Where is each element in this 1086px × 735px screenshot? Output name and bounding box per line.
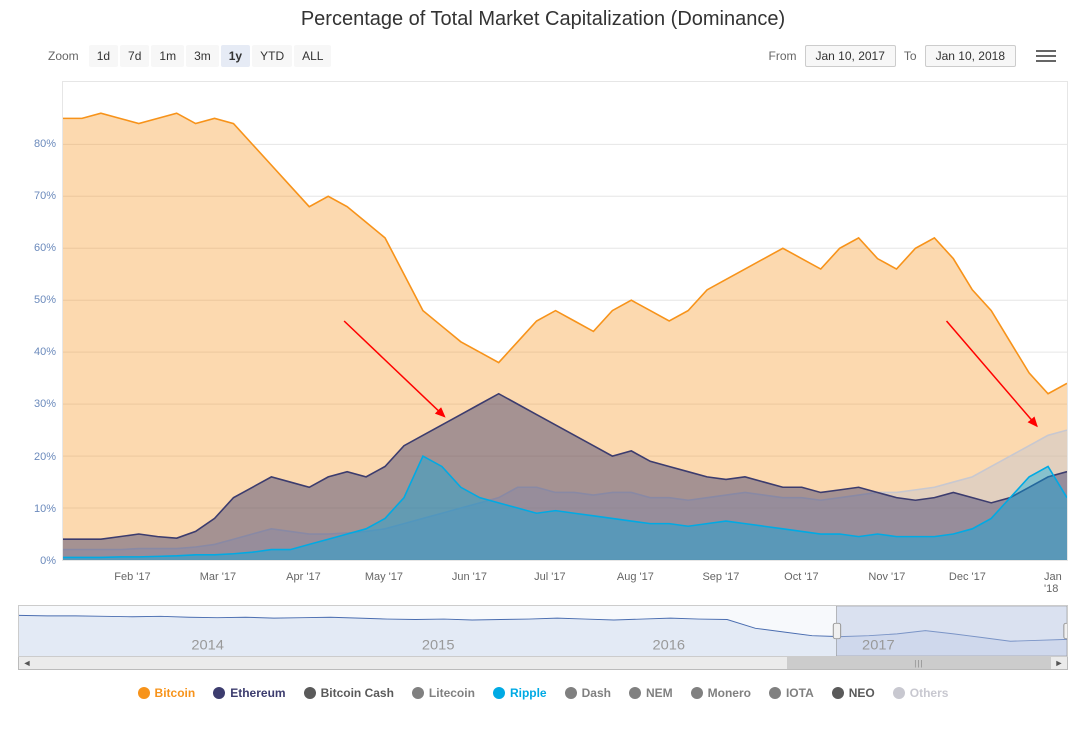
date-range-group: From Jan 10, 2017 To Jan 10, 2018 bbox=[769, 45, 1057, 67]
legend-item-monero[interactable]: Monero bbox=[691, 686, 751, 700]
legend-dot-icon bbox=[629, 687, 641, 699]
legend-dot-icon bbox=[769, 687, 781, 699]
legend-label: Monero bbox=[708, 686, 751, 700]
zoom-group: Zoom 1d7d1m3m1yYTDALL bbox=[48, 45, 333, 67]
legend-label: NEM bbox=[646, 686, 673, 700]
legend-label: Others bbox=[910, 686, 949, 700]
export-menu-icon[interactable] bbox=[1036, 50, 1056, 62]
x-tick-label: Jul '17 bbox=[534, 571, 565, 583]
to-date-input[interactable]: Jan 10, 2018 bbox=[925, 45, 1016, 67]
from-date-input[interactable]: Jan 10, 2017 bbox=[805, 45, 896, 67]
legend-label: Ethereum bbox=[230, 686, 285, 700]
legend-dot-icon bbox=[213, 687, 225, 699]
x-tick-label: Mar '17 bbox=[200, 571, 236, 583]
x-tick-label: Jan '18 bbox=[1044, 571, 1062, 595]
legend-label: Bitcoin bbox=[155, 686, 196, 700]
x-tick-label: Dec '17 bbox=[949, 571, 986, 583]
x-tick-label: Feb '17 bbox=[114, 571, 150, 583]
x-tick-label: Oct '17 bbox=[784, 571, 819, 583]
chart-plot[interactable] bbox=[62, 81, 1068, 561]
legend: Bitcoin Ethereum Bitcoin Cash Litecoin Rippl… bbox=[0, 670, 1086, 700]
x-tick-label: Apr '17 bbox=[286, 571, 321, 583]
y-tick-label: 40% bbox=[34, 346, 56, 358]
zoom-btn-1m[interactable]: 1m bbox=[151, 45, 184, 67]
scroll-left-arrow[interactable]: ◄ bbox=[19, 658, 35, 668]
grip-icon: ||| bbox=[914, 659, 923, 668]
from-label: From bbox=[769, 49, 797, 63]
legend-item-bitcoin[interactable]: Bitcoin bbox=[138, 686, 196, 700]
svg-text:2015: 2015 bbox=[422, 637, 455, 652]
legend-dot-icon bbox=[565, 687, 577, 699]
scroll-right-arrow[interactable]: ► bbox=[1051, 658, 1067, 668]
navigator[interactable]: 2014 2015 2016 2017 bbox=[18, 605, 1068, 657]
legend-item-others[interactable]: Others bbox=[893, 686, 949, 700]
legend-label: Ripple bbox=[510, 686, 547, 700]
legend-item-litecoin[interactable]: Litecoin bbox=[412, 686, 475, 700]
zoom-btn-3m[interactable]: 3m bbox=[186, 45, 219, 67]
zoom-btn-all[interactable]: ALL bbox=[294, 45, 331, 67]
legend-label: Bitcoin Cash bbox=[321, 686, 394, 700]
legend-dot-icon bbox=[832, 687, 844, 699]
controls-bar: Zoom 1d7d1m3m1yYTDALL From Jan 10, 2017 … bbox=[0, 31, 1086, 75]
navigator-svg: 2014 2015 2016 2017 bbox=[19, 606, 1067, 656]
zoom-btn-1d[interactable]: 1d bbox=[89, 45, 118, 67]
y-axis-labels: 0%10%20%30%40%50%60%70%80% bbox=[26, 81, 56, 561]
legend-item-bitcoin_cash[interactable]: Bitcoin Cash bbox=[304, 686, 394, 700]
y-tick-label: 0% bbox=[40, 555, 56, 567]
legend-dot-icon bbox=[412, 687, 424, 699]
legend-label: NEO bbox=[849, 686, 875, 700]
x-tick-label: May '17 bbox=[365, 571, 403, 583]
zoom-label: Zoom bbox=[48, 49, 79, 63]
legend-dot-icon bbox=[304, 687, 316, 699]
x-tick-label: Jun '17 bbox=[452, 571, 487, 583]
legend-label: Litecoin bbox=[429, 686, 475, 700]
legend-item-neo[interactable]: NEO bbox=[832, 686, 875, 700]
zoom-btn-ytd[interactable]: YTD bbox=[252, 45, 292, 67]
x-tick-label: Sep '17 bbox=[702, 571, 739, 583]
x-tick-label: Aug '17 bbox=[617, 571, 654, 583]
svg-text:2017: 2017 bbox=[862, 637, 895, 652]
legend-item-iota[interactable]: IOTA bbox=[769, 686, 814, 700]
y-tick-label: 80% bbox=[34, 138, 56, 150]
legend-dot-icon bbox=[138, 687, 150, 699]
zoom-btn-1y[interactable]: 1y bbox=[221, 45, 250, 67]
legend-item-nem[interactable]: NEM bbox=[629, 686, 673, 700]
y-tick-label: 10% bbox=[34, 503, 56, 515]
to-label: To bbox=[904, 49, 917, 63]
legend-dot-icon bbox=[691, 687, 703, 699]
zoom-btn-7d[interactable]: 7d bbox=[120, 45, 149, 67]
y-tick-label: 20% bbox=[34, 451, 56, 463]
y-tick-label: 60% bbox=[34, 242, 56, 254]
x-axis-labels: Feb '17 Mar '17 Apr '17 May '17 Jun '17 Jul '… bbox=[62, 571, 1068, 591]
y-tick-label: 70% bbox=[34, 190, 56, 202]
chart-area: Percentage of Total Market Cap 0%10%20%3… bbox=[62, 81, 1068, 591]
legend-label: IOTA bbox=[786, 686, 814, 700]
chart-svg bbox=[63, 82, 1067, 560]
legend-dot-icon bbox=[493, 687, 505, 699]
x-tick-label: Nov '17 bbox=[868, 571, 905, 583]
svg-text:2014: 2014 bbox=[191, 637, 224, 652]
legend-item-ripple[interactable]: Ripple bbox=[493, 686, 547, 700]
y-tick-label: 50% bbox=[34, 294, 56, 306]
y-tick-label: 30% bbox=[34, 398, 56, 410]
legend-item-ethereum[interactable]: Ethereum bbox=[213, 686, 285, 700]
svg-text:2016: 2016 bbox=[652, 637, 685, 652]
scroll-handle[interactable]: ||| bbox=[787, 657, 1051, 669]
legend-label: Dash bbox=[582, 686, 611, 700]
chart-title: Percentage of Total Market Capitalizatio… bbox=[0, 0, 1086, 31]
legend-dot-icon bbox=[893, 687, 905, 699]
legend-item-dash[interactable]: Dash bbox=[565, 686, 611, 700]
navigator-scrollbar[interactable]: ◄ ||| ► bbox=[18, 656, 1068, 670]
scroll-track[interactable]: ||| bbox=[35, 657, 1051, 669]
